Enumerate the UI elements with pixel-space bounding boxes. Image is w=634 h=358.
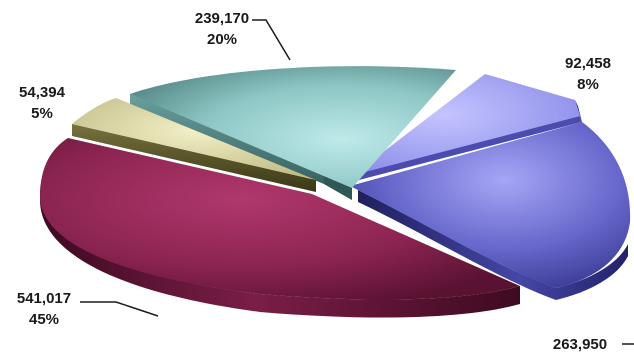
pie-slice-239170 [130,66,456,200]
label-percent-92458: 8% [577,76,599,93]
label-value-541017: 541,017 [17,290,71,307]
leader-line-541017 [80,301,159,317]
label-percent-541017: 45% [29,311,59,328]
label-value-263950: 263,950 [553,336,607,353]
pie-slice-263950 [350,122,631,300]
label-percent-239170: 20% [207,31,237,48]
leader-line-239170 [252,19,291,61]
pie-slice-92458 [353,74,582,181]
label-percent-54394: 5% [31,105,53,122]
label-value-54394: 54,394 [19,84,66,101]
pie-slice-541017 [40,138,520,318]
label-value-239170: 239,170 [195,10,249,27]
leader-lines [80,19,634,345]
pie-slice-54394 [72,98,316,192]
label-value-92458: 92,458 [565,55,611,72]
